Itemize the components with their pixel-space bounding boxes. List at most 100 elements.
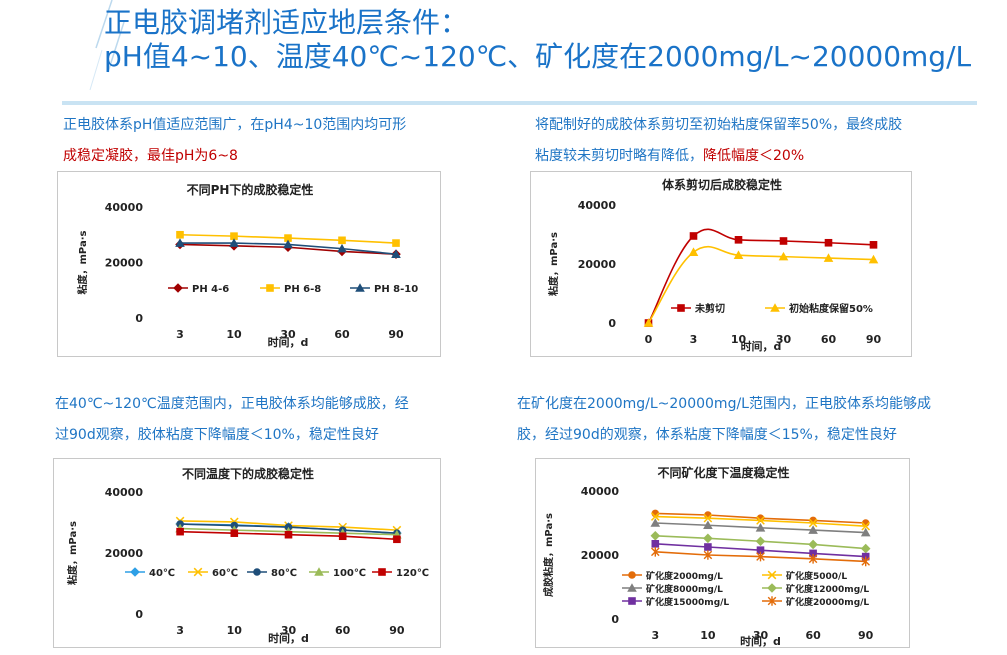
data-point	[393, 535, 401, 544]
chart-salinity-svg: 不同矿化度下温度稳定性 0 20000 40000 3 10 30 60 90 时间，d 成胶粘度，…	[542, 465, 874, 648]
temperature-description: 在40℃~120℃温度范围内，正电胶体系均能够成胶，经 过90d观察，胶体粘度下…	[55, 389, 409, 451]
series-5	[176, 527, 401, 544]
data-point	[338, 236, 346, 245]
x-tick-label: 10	[227, 624, 243, 637]
data-point	[734, 236, 743, 244]
data-point	[703, 513, 713, 523]
x-tick-label: 30	[281, 624, 297, 637]
data-point	[703, 520, 713, 530]
shear-description-part1: 粘度较未剪切时略有降低，	[535, 148, 703, 164]
legend-marker	[130, 567, 140, 577]
series-5	[651, 540, 870, 561]
x-tick-label: 30	[776, 333, 792, 346]
data-point	[704, 543, 712, 551]
x-tick-label: 10	[731, 333, 747, 346]
y-axis-label: 粘度，mPa·s	[547, 232, 560, 296]
data-point	[861, 552, 870, 561]
legend-marker	[767, 583, 777, 593]
data-point	[823, 253, 834, 262]
legend-item: 矿化度20000mg/L	[762, 596, 869, 608]
data-point	[808, 525, 818, 534]
shear-description-part2: 降低幅度＜20%	[703, 148, 805, 164]
legend-label: 初始粘度保留50%	[789, 302, 873, 315]
salinity-description-line1: 在矿化度在2000mg/L~20000mg/L范围内，正电胶体系均能够成	[517, 396, 931, 412]
data-point	[391, 249, 401, 258]
y-tick-label: 40000	[105, 486, 144, 499]
data-point	[176, 230, 184, 239]
data-point	[230, 232, 238, 240]
x-tick-label: 10	[226, 328, 242, 341]
chart-title: 体系剪切后成胶稳定性	[662, 177, 782, 192]
legend-marker	[770, 303, 780, 312]
y-tick-label: 0	[611, 613, 619, 626]
data-point	[808, 539, 818, 550]
data-point	[284, 234, 292, 242]
title-divider	[62, 101, 977, 105]
legend-label: 120℃	[396, 568, 429, 579]
chart-legend: PH 4-6 PH 6-8 PH 8-10	[168, 283, 418, 295]
y-tick-label: 20000	[105, 257, 144, 270]
x-tick-label: 3	[690, 333, 698, 346]
y-tick-label: 20000	[578, 258, 617, 271]
data-point	[779, 237, 788, 245]
y-tick-label: 0	[608, 317, 616, 330]
legend-marker	[314, 567, 324, 576]
page-title-line1: 正电胶调堵剂适应地层条件：	[104, 6, 469, 39]
chart-shear-svg: 体系剪切后成胶稳定性 0 20000 40000 0 3 10 30 60 90 时间，d 粘度，mP…	[547, 177, 881, 353]
chart-ph-stability: 不同PH下的成胶稳定性 0 20000 40000 3 10 30 60 90 时间，d 粘度，mP…	[57, 171, 441, 357]
data-point	[650, 531, 661, 541]
data-point	[755, 523, 766, 532]
legend-label: PH 4-6	[192, 284, 229, 295]
chart-title: 不同温度下的成胶稳定性	[182, 466, 314, 481]
legend-marker	[193, 567, 203, 577]
legend-label: 100℃	[333, 568, 366, 579]
legend-marker	[253, 568, 261, 576]
chart-title: 不同PH下的成胶稳定性	[187, 182, 314, 197]
ph-description-line2: 成稳定凝胶，最佳pH为6~8	[63, 141, 406, 172]
ph-description-part2: 最佳pH为6~8	[147, 148, 238, 164]
legend-item: 矿化度12000mg/L	[762, 583, 869, 595]
legend-item: 矿化度15000mg/L	[622, 596, 729, 608]
chart-legend: 40℃ 60℃ 80℃ 100℃ 120℃	[125, 567, 429, 579]
legend-item: 矿化度2000mg/L	[622, 570, 723, 582]
y-tick-label: 20000	[581, 549, 620, 562]
x-tick-label: 60	[821, 333, 837, 346]
x-axis-label: 时间，d	[741, 339, 782, 353]
data-point	[869, 241, 878, 249]
y-axis-label: 粘度，mPa·s	[66, 521, 79, 585]
legend-marker	[628, 597, 636, 605]
data-point	[809, 549, 817, 558]
x-tick-label: 60	[334, 328, 350, 341]
legend-label: 40℃	[149, 568, 175, 579]
salinity-description: 在矿化度在2000mg/L~20000mg/L范围内，正电胶体系均能够成 胶，经…	[517, 389, 931, 451]
x-tick-label: 3	[176, 624, 184, 637]
data-point	[283, 239, 293, 249]
legend-item: 矿化度8000mg/L	[622, 583, 723, 595]
data-point	[229, 238, 239, 247]
data-point	[643, 318, 654, 327]
salinity-description-line2: 胶，经过90d的观察，体系粘度下降幅度＜15%，稳定性良好	[517, 427, 897, 443]
legend-label: PH 8-10	[374, 284, 418, 295]
y-tick-label: 40000	[578, 199, 617, 212]
decorative-lines	[89, 0, 125, 91]
data-point	[650, 518, 661, 527]
page-title: 正电胶调堵剂适应地层条件： pH值4~10、温度40℃~120℃、矿化度在200…	[104, 6, 971, 74]
temperature-description-line2: 过90d观察，胶体粘度下降幅度＜10%，稳定性良好	[55, 427, 379, 443]
legend-marker	[378, 568, 386, 576]
legend-label: 矿化度5000/L	[786, 570, 847, 582]
chart-legend: 矿化度2000mg/L 矿化度5000/L 矿化度8000mg/L 矿化度12000m…	[622, 570, 869, 608]
data-point	[861, 556, 870, 567]
legend-label: 60℃	[212, 568, 238, 579]
x-tick-label: 3	[176, 328, 184, 341]
data-point	[755, 536, 766, 547]
shear-description-line2: 粘度较未剪切时略有降低，降低幅度＜20%	[535, 141, 902, 172]
data-point	[808, 554, 818, 564]
legend-label: 未剪切	[694, 302, 725, 315]
data-point	[868, 254, 879, 264]
chart-shear-stability: 体系剪切后成胶稳定性 0 20000 40000 0 3 10 30 60 90 时间，d 粘度，mP…	[530, 171, 912, 357]
data-point	[650, 512, 660, 521]
legend-label: 矿化度15000mg/L	[646, 596, 729, 608]
chart-salinity-stability: 不同矿化度下温度稳定性 0 20000 40000 3 10 30 60 90 时间，d 成胶粘度，…	[535, 458, 910, 648]
legend-marker	[627, 583, 637, 592]
data-point	[176, 527, 184, 536]
